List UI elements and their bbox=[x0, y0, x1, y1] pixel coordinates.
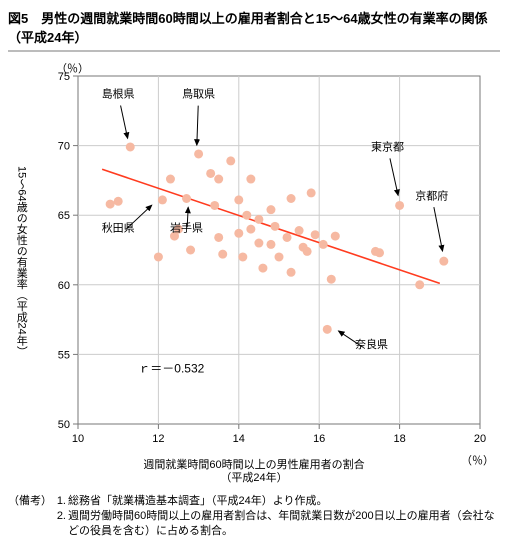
svg-text:14: 14 bbox=[233, 433, 245, 445]
svg-text:16: 16 bbox=[313, 433, 325, 445]
figure-title: 図5 男性の週間就業時間60時間以上の雇用者割合と15～64歳女性の有業率の関係… bbox=[8, 8, 500, 52]
svg-text:65: 65 bbox=[58, 210, 70, 222]
svg-text:岩手県: 岩手県 bbox=[170, 220, 203, 234]
notes-tag-spacer bbox=[8, 509, 52, 524]
svg-text:70: 70 bbox=[58, 141, 70, 153]
notes-tag: （備考） bbox=[8, 494, 52, 509]
svg-text:12: 12 bbox=[152, 433, 164, 445]
x-axis-label: 週間就業時間60時間以上の男性雇用者の割合 （平成24年） bbox=[8, 459, 500, 487]
svg-text:50: 50 bbox=[58, 419, 70, 431]
svg-text:奈良県: 奈良県 bbox=[355, 337, 388, 351]
notes-block: （備考） 1. 総務省「就業構造基本調査」（平成24年）より作成。 2. 週間労… bbox=[8, 492, 500, 539]
notes-text-2: 週間労働時間60時間以上の雇用者割合は、年間就業日数が200日以上の雇用者（会社… bbox=[68, 509, 500, 539]
svg-text:鳥取県: 鳥取県 bbox=[182, 87, 215, 101]
svg-text:18: 18 bbox=[393, 433, 405, 445]
svg-text:京都府: 京都府 bbox=[415, 188, 448, 202]
chart-area: （％） 15～64歳の女性の有業率（平成24年） 10 12 14 16 18 20 50 5… bbox=[8, 56, 500, 486]
notes-text-1: 総務省「就業構造基本調査」（平成24年）より作成。 bbox=[68, 494, 500, 509]
x-axis-label-line1: 週間就業時間60時間以上の男性雇用者の割合 bbox=[143, 459, 364, 471]
svg-text:ｒ＝－0.532: ｒ＝－0.532 bbox=[138, 361, 204, 375]
svg-text:20: 20 bbox=[474, 433, 486, 445]
svg-text:10: 10 bbox=[72, 433, 84, 445]
svg-text:東京都: 東京都 bbox=[371, 140, 404, 154]
svg-text:秋田県: 秋田県 bbox=[102, 220, 135, 234]
notes-num-1: 1. bbox=[52, 494, 68, 509]
scatter-plot: 101214161820505560657075島根県鳥取県秋田県岩手県東京都京… bbox=[8, 56, 500, 456]
svg-text:島根県: 島根県 bbox=[102, 87, 135, 101]
unit-top-left: （％） bbox=[56, 60, 89, 76]
svg-text:55: 55 bbox=[58, 349, 70, 361]
x-axis-label-line2: （平成24年） bbox=[220, 472, 287, 484]
notes-num-2: 2. bbox=[52, 509, 68, 524]
y-axis-label: 15～64歳の女性の有業率（平成24年） bbox=[14, 166, 28, 357]
svg-text:60: 60 bbox=[58, 280, 70, 292]
